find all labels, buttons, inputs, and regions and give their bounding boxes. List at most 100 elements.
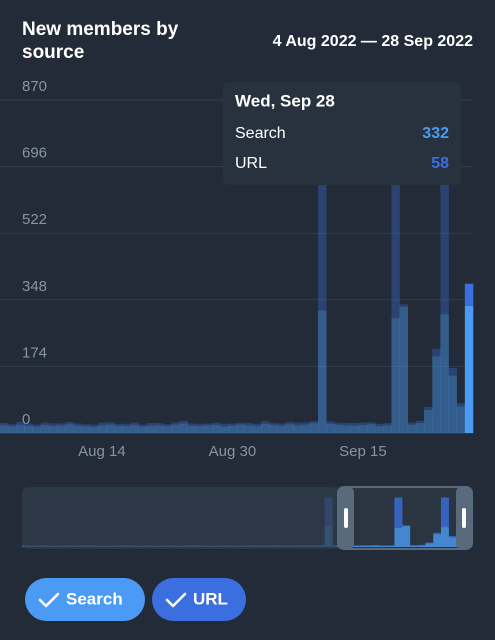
minimap-bar <box>433 534 442 547</box>
bar-segment <box>424 406 433 411</box>
bar-segment <box>285 421 294 425</box>
bar-segment <box>57 423 66 426</box>
bar-segment <box>260 421 270 424</box>
bar-segment <box>399 306 409 433</box>
bar-segment <box>252 426 262 433</box>
bar-segment <box>8 426 17 433</box>
bar-segment <box>277 425 286 433</box>
legend: Search URL <box>25 578 246 621</box>
bar-segment <box>154 425 164 433</box>
bar-segment <box>318 138 327 311</box>
bar-segment <box>163 424 172 427</box>
minimap-bar <box>394 527 403 547</box>
minimap-bar <box>425 542 434 544</box>
bar-segment <box>195 423 205 427</box>
minimap-bar <box>371 545 380 547</box>
bar-segment <box>179 420 188 424</box>
bar-segment <box>122 423 131 427</box>
tooltip-value: 58 <box>431 155 449 172</box>
bar-segment <box>293 422 303 426</box>
bar-segment <box>179 423 188 433</box>
bar-segment <box>16 421 25 425</box>
bar-segment <box>203 425 213 433</box>
bar-segment <box>464 305 474 433</box>
bar-segment <box>407 422 417 425</box>
bar-segment <box>326 421 335 424</box>
bar-segment <box>138 424 148 427</box>
bar-segment <box>32 424 42 427</box>
handle-grip <box>344 508 348 528</box>
tooltip-value: 332 <box>422 125 449 142</box>
bar-segment <box>244 425 254 433</box>
x-tick-label: Sep 15 <box>339 443 387 460</box>
minimap-bar <box>378 545 387 547</box>
legend-button[interactable] <box>25 578 145 621</box>
bar-segment <box>16 424 25 433</box>
bar-segment <box>424 410 433 433</box>
minimap-bar <box>386 545 395 547</box>
bar-segment <box>456 403 466 407</box>
bar-segment <box>358 422 368 425</box>
bar-segment <box>358 424 368 433</box>
bar-segment <box>293 425 303 433</box>
legend-button[interactable] <box>152 578 246 621</box>
title-line: New members by <box>22 19 179 40</box>
bar-segment <box>342 423 351 426</box>
bar-segment <box>326 423 335 433</box>
bar-segment <box>106 424 115 433</box>
y-tick-label: 870 <box>22 78 47 95</box>
tooltip: Wed, Sep 28 Search 332 URL 58 <box>223 82 461 185</box>
bar-segment <box>97 425 107 433</box>
bar-segment <box>391 318 400 433</box>
bar-segment <box>383 425 392 433</box>
bar-segment <box>318 310 327 433</box>
bar-segment <box>244 423 254 426</box>
bar-segment <box>114 423 123 426</box>
bar-segment <box>65 424 74 433</box>
bar-segment <box>0 425 9 433</box>
bar-segment <box>334 424 343 433</box>
bar-segment <box>277 423 286 426</box>
minimap-bar <box>402 525 411 547</box>
bar-segment <box>8 424 17 427</box>
bar-segment <box>399 304 409 307</box>
bar-segment <box>48 426 58 433</box>
minimap-bar <box>433 532 442 535</box>
bar-segment <box>122 426 131 433</box>
tooltip-label: URL <box>235 155 267 172</box>
y-tick-label: 348 <box>22 278 47 295</box>
bar-segment <box>432 348 441 357</box>
bar-segment <box>81 426 91 433</box>
bar-segment <box>40 424 50 433</box>
minimap-shade <box>22 487 338 549</box>
bar-segment <box>220 426 229 433</box>
bar-segment <box>48 423 58 427</box>
bar-segment <box>440 314 449 433</box>
legend-label: Search <box>66 589 123 608</box>
legend-label: URL <box>193 589 228 608</box>
bar-segment <box>114 425 123 433</box>
minimap-bar <box>440 527 449 547</box>
date-range: 4 Aug 2022 — 28 Sep 2022 <box>273 33 474 50</box>
bar-segment <box>342 425 351 433</box>
bar-segment <box>32 426 42 433</box>
bar-segment <box>415 420 425 424</box>
bar-segment <box>106 422 115 425</box>
bar-segment <box>89 426 99 433</box>
bar-segment <box>383 423 392 426</box>
bar-segment <box>89 424 99 427</box>
bar-segment <box>366 422 376 425</box>
minimap-bar <box>409 545 418 547</box>
bar-segment <box>252 423 262 427</box>
bar-segment <box>456 406 466 433</box>
bar-segment <box>163 426 172 433</box>
bar-segment <box>228 423 237 426</box>
minimap-bar <box>394 497 403 528</box>
chart-title: New members by source <box>22 19 184 63</box>
bar-segment <box>154 423 164 426</box>
bar-segment <box>228 425 237 433</box>
bar-segment <box>146 425 156 433</box>
bar-segment <box>269 423 278 425</box>
bar-segment <box>187 425 197 433</box>
